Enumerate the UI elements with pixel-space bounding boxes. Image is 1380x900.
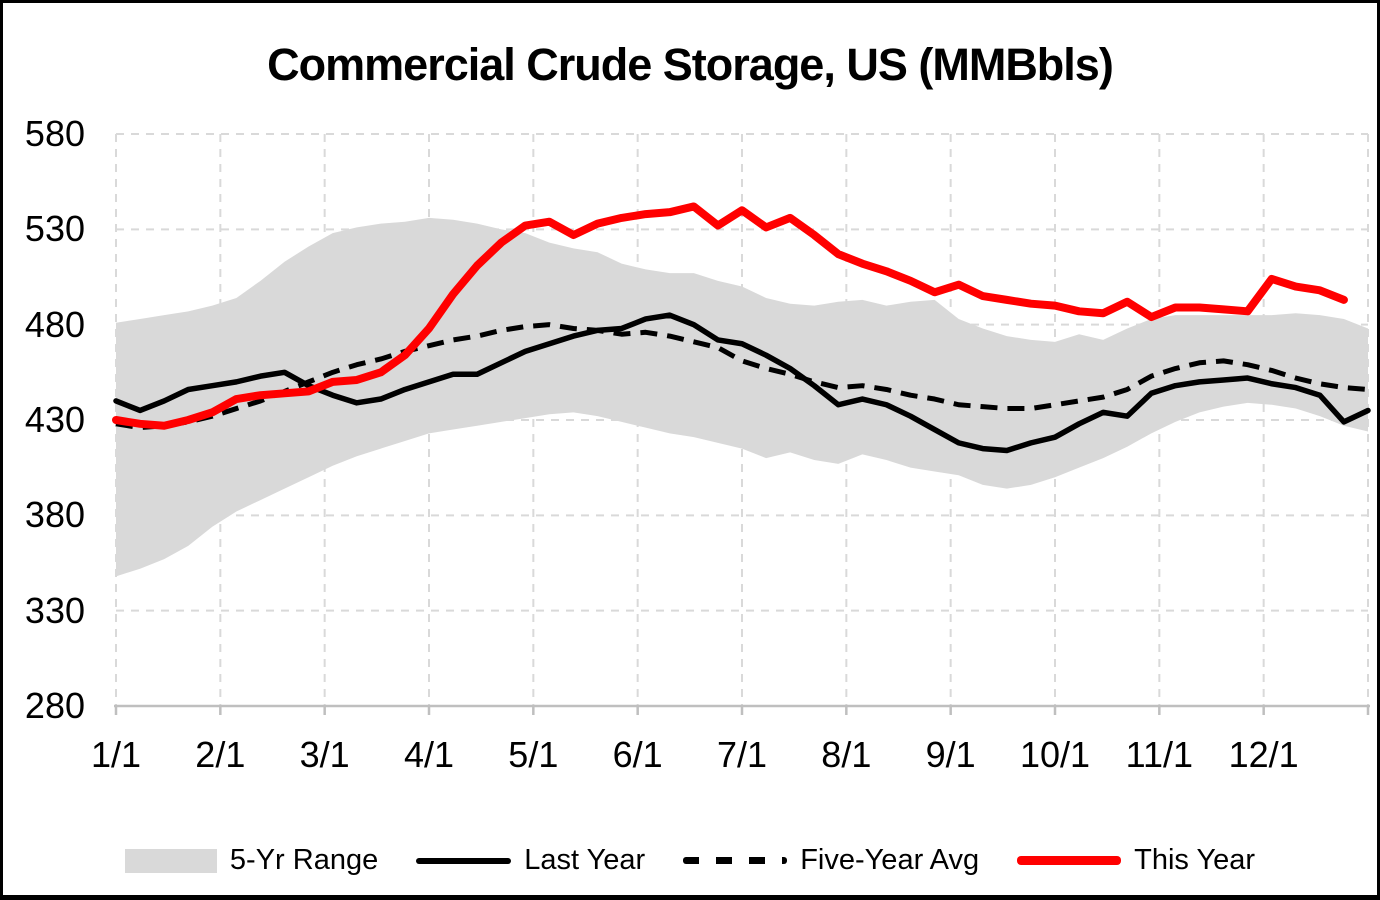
legend-label-5yr-range: 5-Yr Range bbox=[229, 844, 379, 876]
x-axis-tick-label: 7/1 bbox=[716, 734, 768, 775]
y-axis-tick-label: 580 bbox=[24, 113, 85, 154]
legend-item-5yr-range: 5-Yr Range bbox=[124, 844, 379, 877]
last-year-line bbox=[113, 312, 1371, 454]
x-axis-tick-label: 12/1 bbox=[1228, 734, 1299, 775]
legend-item-five-year-avg: Five-Year Avg bbox=[683, 844, 979, 877]
x-axis-tick-label: 4/1 bbox=[403, 734, 455, 775]
y-axis-tick-label: 280 bbox=[24, 685, 85, 726]
five-year-avg-line bbox=[115, 322, 1369, 431]
legend: 5-Yr Range Last Year Five-Year Avg This … bbox=[3, 844, 1377, 877]
x-axis-tick-label: 1/1 bbox=[90, 734, 142, 775]
legend-item-last-year: Last Year bbox=[416, 844, 645, 877]
x-axis-tick-label: 6/1 bbox=[612, 734, 663, 775]
x-axis-tick-label: 11/1 bbox=[1125, 734, 1194, 775]
y-axis-tick-label: 480 bbox=[24, 303, 85, 345]
y-axis-tick-label: 330 bbox=[24, 589, 85, 631]
x-axis-tick-label: 10/1 bbox=[1019, 734, 1091, 775]
y-axis-tick-label: 380 bbox=[24, 494, 85, 536]
x-axis-tick-label: 2/1 bbox=[195, 734, 246, 775]
line-chart-canvas bbox=[112, 133, 1371, 715]
solid-line-swatch-icon bbox=[416, 857, 512, 864]
band-swatch-icon bbox=[124, 848, 217, 873]
x-axis-tick-label: 9/1 bbox=[925, 734, 976, 775]
chart-title: Commercial Crude Storage, US (MMBbls) bbox=[267, 39, 1114, 90]
x-axis-tick-label: 3/1 bbox=[299, 734, 350, 775]
red-line-swatch-icon bbox=[1017, 856, 1122, 865]
legend-label-five-year-avg: Five-Year Avg bbox=[800, 844, 980, 876]
legend-label-this-year: This Year bbox=[1134, 844, 1256, 876]
dashed-line-swatch-icon bbox=[683, 857, 788, 864]
this-year-line bbox=[112, 202, 1348, 430]
x-axis-tick-label: 5/1 bbox=[508, 734, 559, 775]
five-year-range-band bbox=[116, 217, 1368, 577]
y-axis-tick-label: 530 bbox=[24, 208, 85, 250]
legend-label-last-year: Last Year bbox=[524, 844, 646, 876]
y-axis-tick-label: 430 bbox=[24, 399, 85, 440]
x-axis-tick-label: 8/1 bbox=[821, 734, 872, 775]
legend-item-this-year: This Year bbox=[1017, 844, 1255, 877]
